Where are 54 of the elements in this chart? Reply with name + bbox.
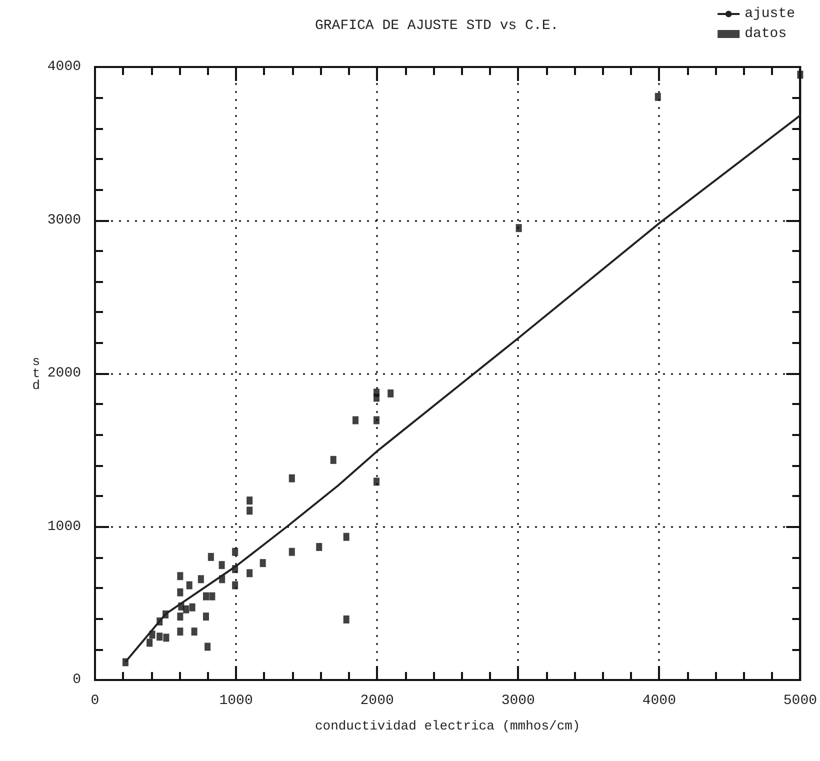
point (316, 542, 322, 551)
point (177, 572, 184, 580)
point (288, 474, 295, 482)
point (516, 224, 522, 232)
point (246, 506, 253, 515)
point (156, 632, 163, 641)
point (352, 416, 358, 424)
x-tick-label: 4000 (642, 693, 676, 709)
point (232, 548, 238, 556)
point (246, 569, 253, 578)
point (177, 612, 184, 621)
chart-title: GRAFICA DE AJUSTE STD vs C.E. (315, 18, 559, 34)
y-tick-label: 1000 (47, 518, 81, 535)
point (198, 575, 204, 584)
y-tick-label: 2000 (47, 366, 81, 382)
x-tick-label: 3000 (501, 693, 535, 709)
point (209, 592, 216, 600)
point (186, 581, 192, 590)
legend-label: ajuste (744, 6, 796, 22)
point (343, 615, 350, 624)
point (146, 638, 153, 647)
point (388, 389, 394, 398)
point (654, 92, 661, 101)
x-tick-label: 1000 (219, 693, 253, 709)
point (246, 496, 253, 505)
point (203, 592, 209, 600)
x-axis-title: conductividad electrica (mmhos/cm) (314, 718, 580, 734)
point (343, 532, 350, 541)
point (374, 388, 380, 397)
legend-label: datos (744, 26, 787, 42)
point (374, 478, 380, 486)
point (204, 642, 211, 651)
point (177, 628, 184, 636)
x-tick-label: 0 (90, 693, 100, 709)
point (203, 612, 209, 621)
point (330, 456, 336, 464)
point (177, 588, 184, 596)
y-tick-label: 3000 (47, 212, 81, 228)
x-tick-label: 2000 (360, 693, 394, 709)
x-tick-label: 5000 (783, 693, 817, 709)
point (260, 559, 266, 568)
point (208, 552, 214, 561)
point (191, 628, 198, 636)
point (288, 548, 295, 556)
point (163, 634, 170, 642)
point (232, 581, 238, 590)
y-tick-label: 4000 (47, 59, 81, 75)
point (189, 603, 196, 612)
y-axis-title: std (32, 354, 40, 393)
point (797, 70, 804, 79)
point (183, 605, 190, 614)
y-tick-label: 0 (72, 672, 81, 688)
point (374, 416, 380, 424)
point (218, 561, 225, 570)
